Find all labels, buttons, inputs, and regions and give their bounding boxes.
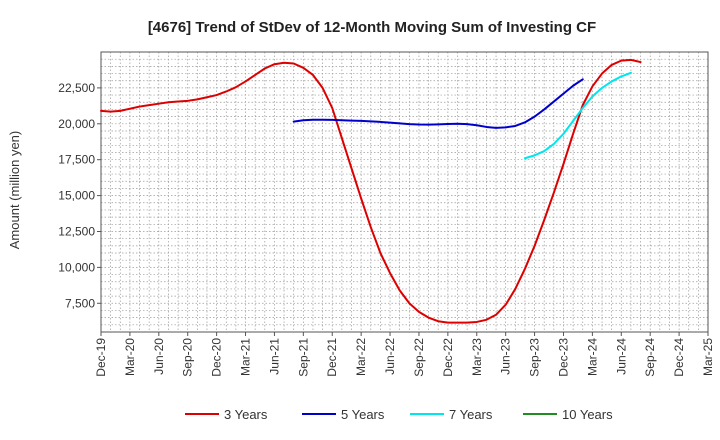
x-tick-label: Dec-23 — [556, 338, 570, 377]
plot-frame — [100, 51, 709, 333]
y-tick-label: 22,500 — [58, 81, 95, 95]
y-axis-label: Amount (million yen) — [7, 131, 22, 250]
plot-area: 7,500 10,000 12,500 15,000 17,500 20,000 22,50… — [58, 51, 715, 377]
series-line-5-years — [292, 78, 584, 129]
x-tick-label: Mar-22 — [354, 338, 368, 376]
x-tick-label: Dec-21 — [325, 338, 339, 377]
y-tick-label: 10,000 — [58, 260, 95, 274]
plot-background — [101, 52, 708, 332]
x-tick-label: Sep-24 — [643, 338, 657, 377]
y-tick-label: 20,000 — [58, 117, 95, 131]
chart-title: [4676] Trend of StDev of 12-Month Moving… — [148, 19, 596, 36]
x-tick-label: Jun-20 — [152, 338, 166, 375]
x-tick-label: Jun-23 — [499, 338, 513, 375]
x-tick-label: Jun-21 — [267, 338, 281, 375]
series-line-7-years — [523, 71, 632, 160]
y-tick-label: 15,000 — [58, 189, 95, 203]
x-tick-label: Dec-22 — [441, 338, 455, 377]
legend: 3 Years 5 Years 7 Years 10 Years — [185, 407, 613, 422]
y-tick-label: 12,500 — [58, 224, 95, 238]
x-tick-label: Dec-24 — [672, 338, 686, 377]
x-tick-label: Mar-21 — [239, 338, 253, 376]
series-line-3-years — [100, 58, 642, 324]
x-tick-label: Mar-23 — [470, 338, 484, 376]
x-tick-label: Sep-21 — [296, 338, 310, 377]
x-tick-label: Mar-20 — [123, 338, 137, 376]
x-tick-label: Sep-20 — [181, 338, 195, 377]
legend-label-3-years: 3 Years — [224, 407, 268, 422]
y-tick-label: 7,500 — [65, 296, 95, 310]
x-tick-label: Mar-25 — [701, 338, 715, 376]
legend-label-10-years: 10 Years — [562, 407, 613, 422]
x-tick-label: Jun-22 — [383, 338, 397, 375]
legend-label-5-years: 5 Years — [341, 407, 385, 422]
x-tick-label: Sep-23 — [528, 338, 542, 377]
x-tick-label: Dec-19 — [94, 338, 108, 377]
y-tick-label: 17,500 — [58, 153, 95, 167]
x-tick-label: Mar-24 — [585, 338, 599, 376]
x-tick-label: Jun-24 — [614, 338, 628, 375]
x-tick-label: Sep-22 — [412, 338, 426, 377]
x-tick-label: Dec-20 — [210, 338, 224, 377]
legend-label-7-years: 7 Years — [449, 407, 493, 422]
